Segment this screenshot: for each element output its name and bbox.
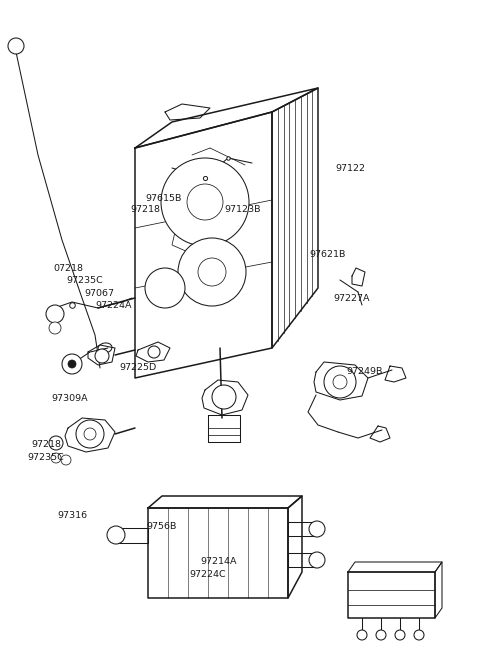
Circle shape: [187, 184, 223, 220]
Text: 97235C: 97235C: [66, 276, 103, 285]
Circle shape: [68, 360, 76, 368]
Text: 97122: 97122: [335, 164, 365, 173]
Circle shape: [324, 366, 356, 398]
Circle shape: [49, 436, 63, 450]
Circle shape: [161, 158, 249, 246]
Text: 97218: 97218: [131, 205, 160, 214]
Text: 97225D: 97225D: [119, 363, 156, 373]
Text: 97214A: 97214A: [201, 557, 237, 566]
Text: 97224A: 97224A: [95, 301, 132, 310]
Text: 97218: 97218: [31, 440, 61, 449]
Circle shape: [414, 630, 424, 640]
Circle shape: [357, 630, 367, 640]
Circle shape: [51, 453, 61, 463]
Text: 97067: 97067: [84, 289, 114, 298]
Circle shape: [395, 630, 405, 640]
Circle shape: [376, 630, 386, 640]
Text: 97316: 97316: [58, 511, 88, 520]
Text: 97123B: 97123B: [225, 205, 261, 214]
Circle shape: [62, 354, 82, 374]
Circle shape: [178, 238, 246, 306]
Circle shape: [309, 521, 325, 537]
Circle shape: [95, 349, 109, 363]
Circle shape: [49, 322, 61, 334]
Text: 07218: 07218: [54, 264, 84, 273]
Text: 97227A: 97227A: [334, 294, 370, 304]
Circle shape: [84, 428, 96, 440]
Circle shape: [309, 552, 325, 568]
Circle shape: [107, 526, 125, 544]
Text: 97249B: 97249B: [347, 367, 383, 376]
Text: 97621B: 97621B: [310, 250, 346, 259]
Circle shape: [145, 268, 185, 308]
Circle shape: [198, 258, 226, 286]
Circle shape: [46, 305, 64, 323]
Text: 9756B: 9756B: [146, 522, 177, 532]
Text: 97235C: 97235C: [28, 453, 65, 463]
Text: 97224C: 97224C: [190, 570, 226, 579]
Text: 97615B: 97615B: [145, 194, 181, 203]
Text: 97309A: 97309A: [52, 394, 88, 403]
Circle shape: [61, 455, 71, 465]
Circle shape: [76, 420, 104, 448]
Circle shape: [333, 375, 347, 389]
Circle shape: [212, 385, 236, 409]
Circle shape: [8, 38, 24, 54]
Circle shape: [148, 346, 160, 358]
